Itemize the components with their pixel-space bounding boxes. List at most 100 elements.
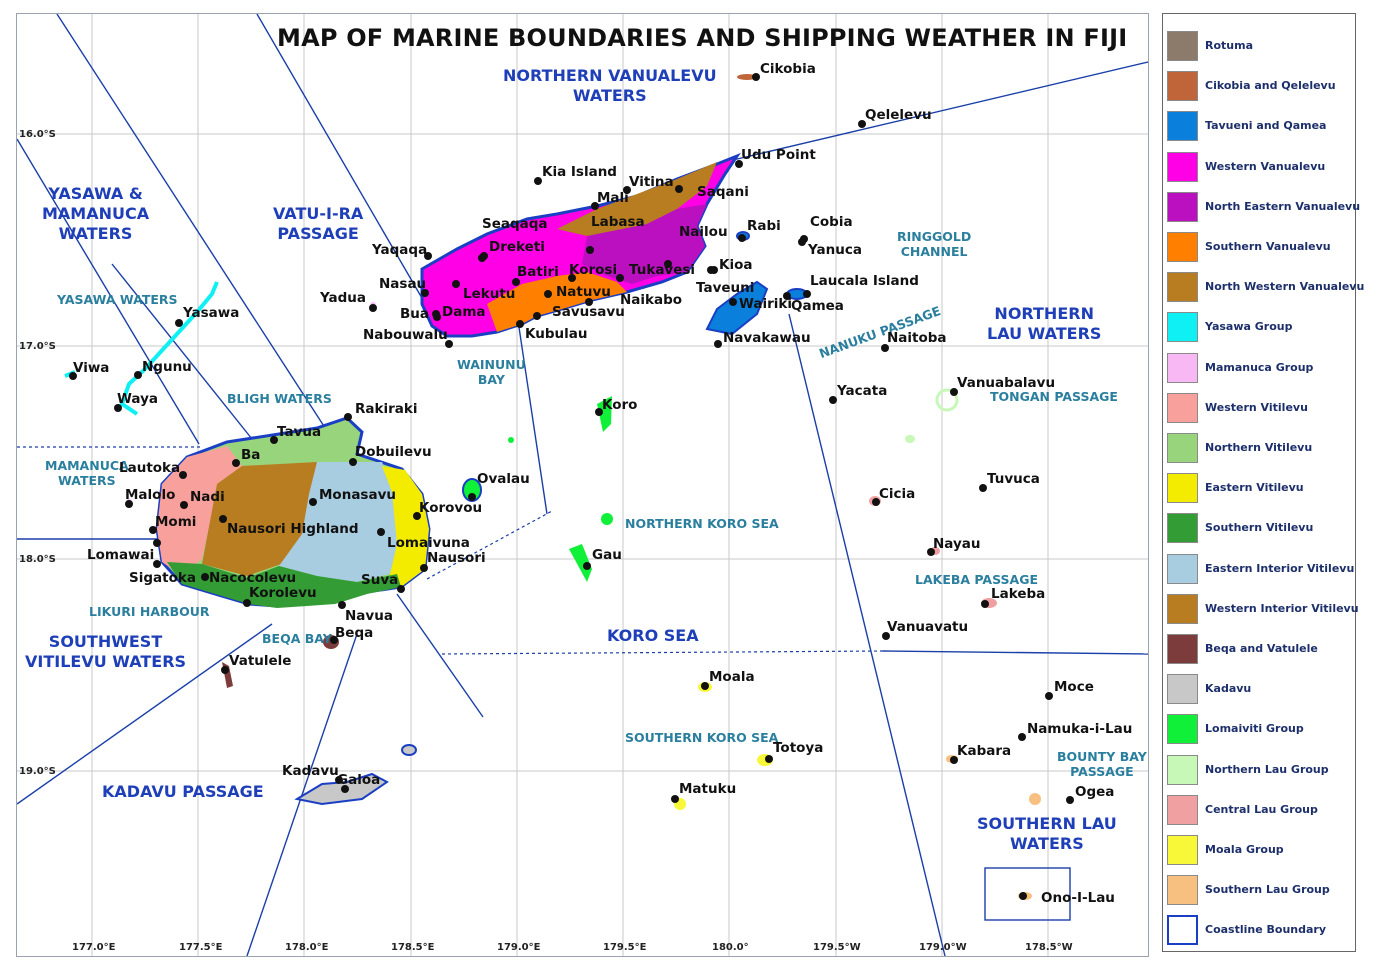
place-marker-moala bbox=[701, 682, 709, 690]
place-marker-totoya bbox=[765, 755, 773, 763]
place-label-moala: Moala bbox=[709, 669, 755, 685]
place-marker-ba bbox=[232, 459, 240, 467]
place-marker-ogea bbox=[1066, 796, 1074, 804]
place-label-navua: Navua bbox=[345, 608, 393, 624]
place-label-saqani: Saqani bbox=[697, 184, 749, 200]
place-label-gau: Gau bbox=[592, 547, 622, 563]
place-marker-ngunu bbox=[134, 371, 142, 379]
place-marker-navakawau bbox=[714, 340, 722, 348]
place-marker-naitoba bbox=[881, 344, 889, 352]
legend-label: Northern Vitilevu bbox=[1205, 441, 1313, 454]
place-marker-yacata bbox=[829, 396, 837, 404]
legend-item: Tavueni and Qamea bbox=[1167, 111, 1353, 143]
place-marker-lekutu bbox=[452, 280, 460, 288]
place-marker-korovou bbox=[413, 512, 421, 520]
place-label-ngunu: Ngunu bbox=[142, 359, 192, 375]
place-label-galoa: Galoa bbox=[337, 772, 381, 788]
legend-label: Southern Lau Group bbox=[1205, 883, 1330, 897]
legend-item: Southern Vitilevu bbox=[1167, 513, 1353, 545]
place-marker-yasawa bbox=[175, 319, 183, 327]
ringgold-channel-label: RINGGOLD CHANNEL bbox=[897, 229, 972, 259]
place-label-cikobia: Cikobia bbox=[760, 61, 816, 77]
place-label-nadi: Nadi bbox=[190, 489, 225, 505]
legend-swatch bbox=[1167, 553, 1198, 584]
legend-swatch bbox=[1167, 312, 1198, 343]
place-marker-vatulele bbox=[221, 666, 229, 674]
tongan-passage-label: TONGAN PASSAGE bbox=[990, 389, 1118, 404]
place-label-nayau: Nayau bbox=[933, 536, 981, 552]
place-label-rakiraki: Rakiraki bbox=[355, 401, 418, 417]
place-marker-vanuavatu bbox=[882, 632, 890, 640]
place-marker-wairiki bbox=[729, 298, 737, 306]
dashed-boundaries bbox=[17, 446, 884, 655]
place-marker-sigatoka bbox=[153, 560, 161, 568]
legend-swatch bbox=[1167, 714, 1198, 745]
lon-tick-label: 179.0°W bbox=[919, 942, 967, 953]
place-marker-lautoka bbox=[179, 471, 187, 479]
lon-tick-label: 180.0° bbox=[712, 942, 749, 953]
legend-item: Southern Vanualevu bbox=[1167, 232, 1353, 264]
place-marker-momi bbox=[149, 526, 157, 534]
place-marker-nayau bbox=[927, 548, 935, 556]
place-marker-labasa bbox=[586, 246, 594, 254]
legend-item: North Eastern Vanualevu bbox=[1167, 191, 1360, 224]
legend-label: Western Vitilevu bbox=[1205, 400, 1308, 414]
place-label-navakawau: Navakawau bbox=[723, 330, 811, 346]
likuri-harbour-label: LIKURI HARBOUR bbox=[89, 604, 210, 619]
place-marker-nabouwalu bbox=[445, 340, 453, 348]
place-label-seaqaqa: Seaqaqa bbox=[482, 216, 548, 232]
legend-label: Cikobia and Qelelevu bbox=[1205, 79, 1336, 93]
legend-item: Beqa and Vatulele bbox=[1167, 634, 1353, 666]
place-label-mali: Mali bbox=[597, 190, 629, 206]
place-label-lekutu: Lekutu bbox=[463, 286, 516, 302]
place-marker-savusavu bbox=[533, 312, 541, 320]
place-marker-koro bbox=[595, 408, 603, 416]
place-label-vatulele: Vatulele bbox=[229, 653, 292, 669]
kadavu-passage-label: KADAVU PASSAGE bbox=[102, 782, 264, 801]
place-label-cobia: Cobia bbox=[810, 214, 853, 230]
place-label-taveuni: Taveuni bbox=[696, 280, 755, 296]
place-marker-gau bbox=[583, 562, 591, 570]
place-marker-natuvu bbox=[544, 290, 552, 298]
place-marker-nausori bbox=[420, 564, 428, 572]
place-marker-ovalau bbox=[468, 493, 476, 501]
legend-swatch bbox=[1167, 875, 1198, 906]
legend-swatch bbox=[1167, 674, 1198, 705]
vatu-i-ra-passage-label: VATU-I-RA PASSAGE bbox=[273, 204, 364, 243]
place-label-dreketi: Dreketi bbox=[489, 239, 545, 255]
legend-label: Yasawa Group bbox=[1205, 320, 1293, 334]
place-label-batiri: Batiri bbox=[517, 264, 559, 280]
place-marker-rabi bbox=[738, 234, 746, 242]
place-label-matuku: Matuku bbox=[679, 781, 737, 797]
place-marker-korolevu bbox=[243, 599, 251, 607]
marine-boundaries bbox=[17, 14, 1148, 956]
legend-swatch bbox=[1167, 634, 1198, 664]
legend-swatch bbox=[1167, 272, 1198, 303]
place-marker-nasau bbox=[421, 289, 429, 297]
lon-tick-label: 178.5°W bbox=[1025, 942, 1073, 953]
legend-label: Northern Lau Group bbox=[1205, 762, 1329, 776]
place-label-kubulau: Kubulau bbox=[525, 326, 588, 342]
yasawa-waters-label: YASAWA WATERS bbox=[57, 292, 178, 307]
lon-tick-label: 177.0°E bbox=[72, 942, 116, 953]
legend-label: Southern Vitilevu bbox=[1205, 521, 1314, 535]
place-label-naikabo: Naikabo bbox=[620, 292, 683, 308]
place-label-monasavu: Monasavu bbox=[319, 487, 396, 503]
legend-swatch bbox=[1167, 794, 1198, 825]
place-label-nabouwalu: Nabouwalu bbox=[363, 327, 448, 343]
place-marker-moce bbox=[1045, 692, 1053, 700]
yasawa-mamanuca-waters-label: YASAWA & MAMANUCA WATERS bbox=[42, 184, 150, 243]
place-label-qamea: Qamea bbox=[791, 298, 844, 314]
place-label-momi: Momi bbox=[155, 514, 197, 530]
legend-item: Kadavu bbox=[1167, 674, 1353, 706]
place-marker-udu-point bbox=[735, 160, 743, 168]
place-marker-cikobia bbox=[752, 73, 760, 81]
place-marker-cicia bbox=[872, 498, 880, 506]
place-marker-lakeba bbox=[981, 600, 989, 608]
place-label-qelelevu: Qelelevu bbox=[865, 107, 932, 123]
place-label-kabara: Kabara bbox=[957, 743, 1012, 759]
place-label-vanuavatu: Vanuavatu bbox=[887, 619, 969, 635]
legend-item: Mamanuca Group bbox=[1167, 352, 1353, 385]
place-label-dobuilevu: Dobuilevu bbox=[355, 444, 432, 460]
place-label-moce: Moce bbox=[1054, 679, 1094, 695]
